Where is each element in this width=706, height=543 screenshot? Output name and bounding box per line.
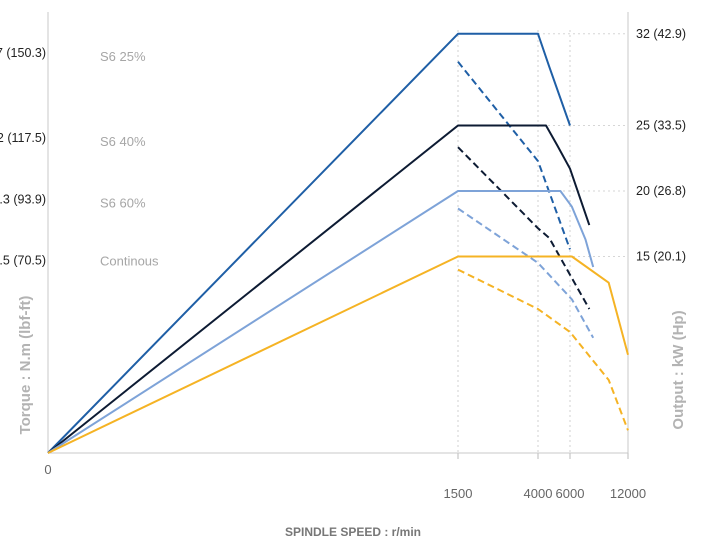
torque-value-label: 95.5 (70.5) [0,254,46,268]
series-name-label: S6 60% [100,196,146,211]
grid [457,30,629,459]
x-tick-label: 1500 [444,486,473,501]
x-tick-label: 12000 [610,486,646,501]
power-value-label: 25 (33.5) [636,119,686,133]
y-axis-title-right: Output : kW (Hp) [670,310,687,429]
power-value-label: 32 (42.9) [636,27,686,41]
power-value-label: 20 (26.8) [636,184,686,198]
power-line [47,255,629,454]
series-name-label: S6 25% [100,49,146,64]
x-tick-label: 6000 [556,486,585,501]
x-tick-label: 4000 [524,486,553,501]
power-line [47,190,595,454]
axes [47,12,629,454]
power-line [47,124,591,454]
torque-line [457,268,629,431]
torque-value-label: 127.3 (93.9) [0,193,46,207]
torque-line [457,207,595,339]
series-name-label: Continous [100,254,159,269]
power-line [47,32,571,454]
series-layer [47,32,629,454]
torque-line [457,146,591,310]
torque-line [457,61,571,250]
series-name-label: S6 40% [100,134,146,149]
x-tick-label: 0 [44,462,51,477]
y-axis-title-left: Torque : N.m (lbf-ft) [17,296,34,435]
x-axis-title: SPINDLE SPEED : r/min [285,525,421,539]
power-value-label: 15 (20.1) [636,250,686,264]
torque-value-label: 203.7 (150.3) [0,46,46,60]
torque-value-label: 159.2 (117.5) [0,131,46,145]
